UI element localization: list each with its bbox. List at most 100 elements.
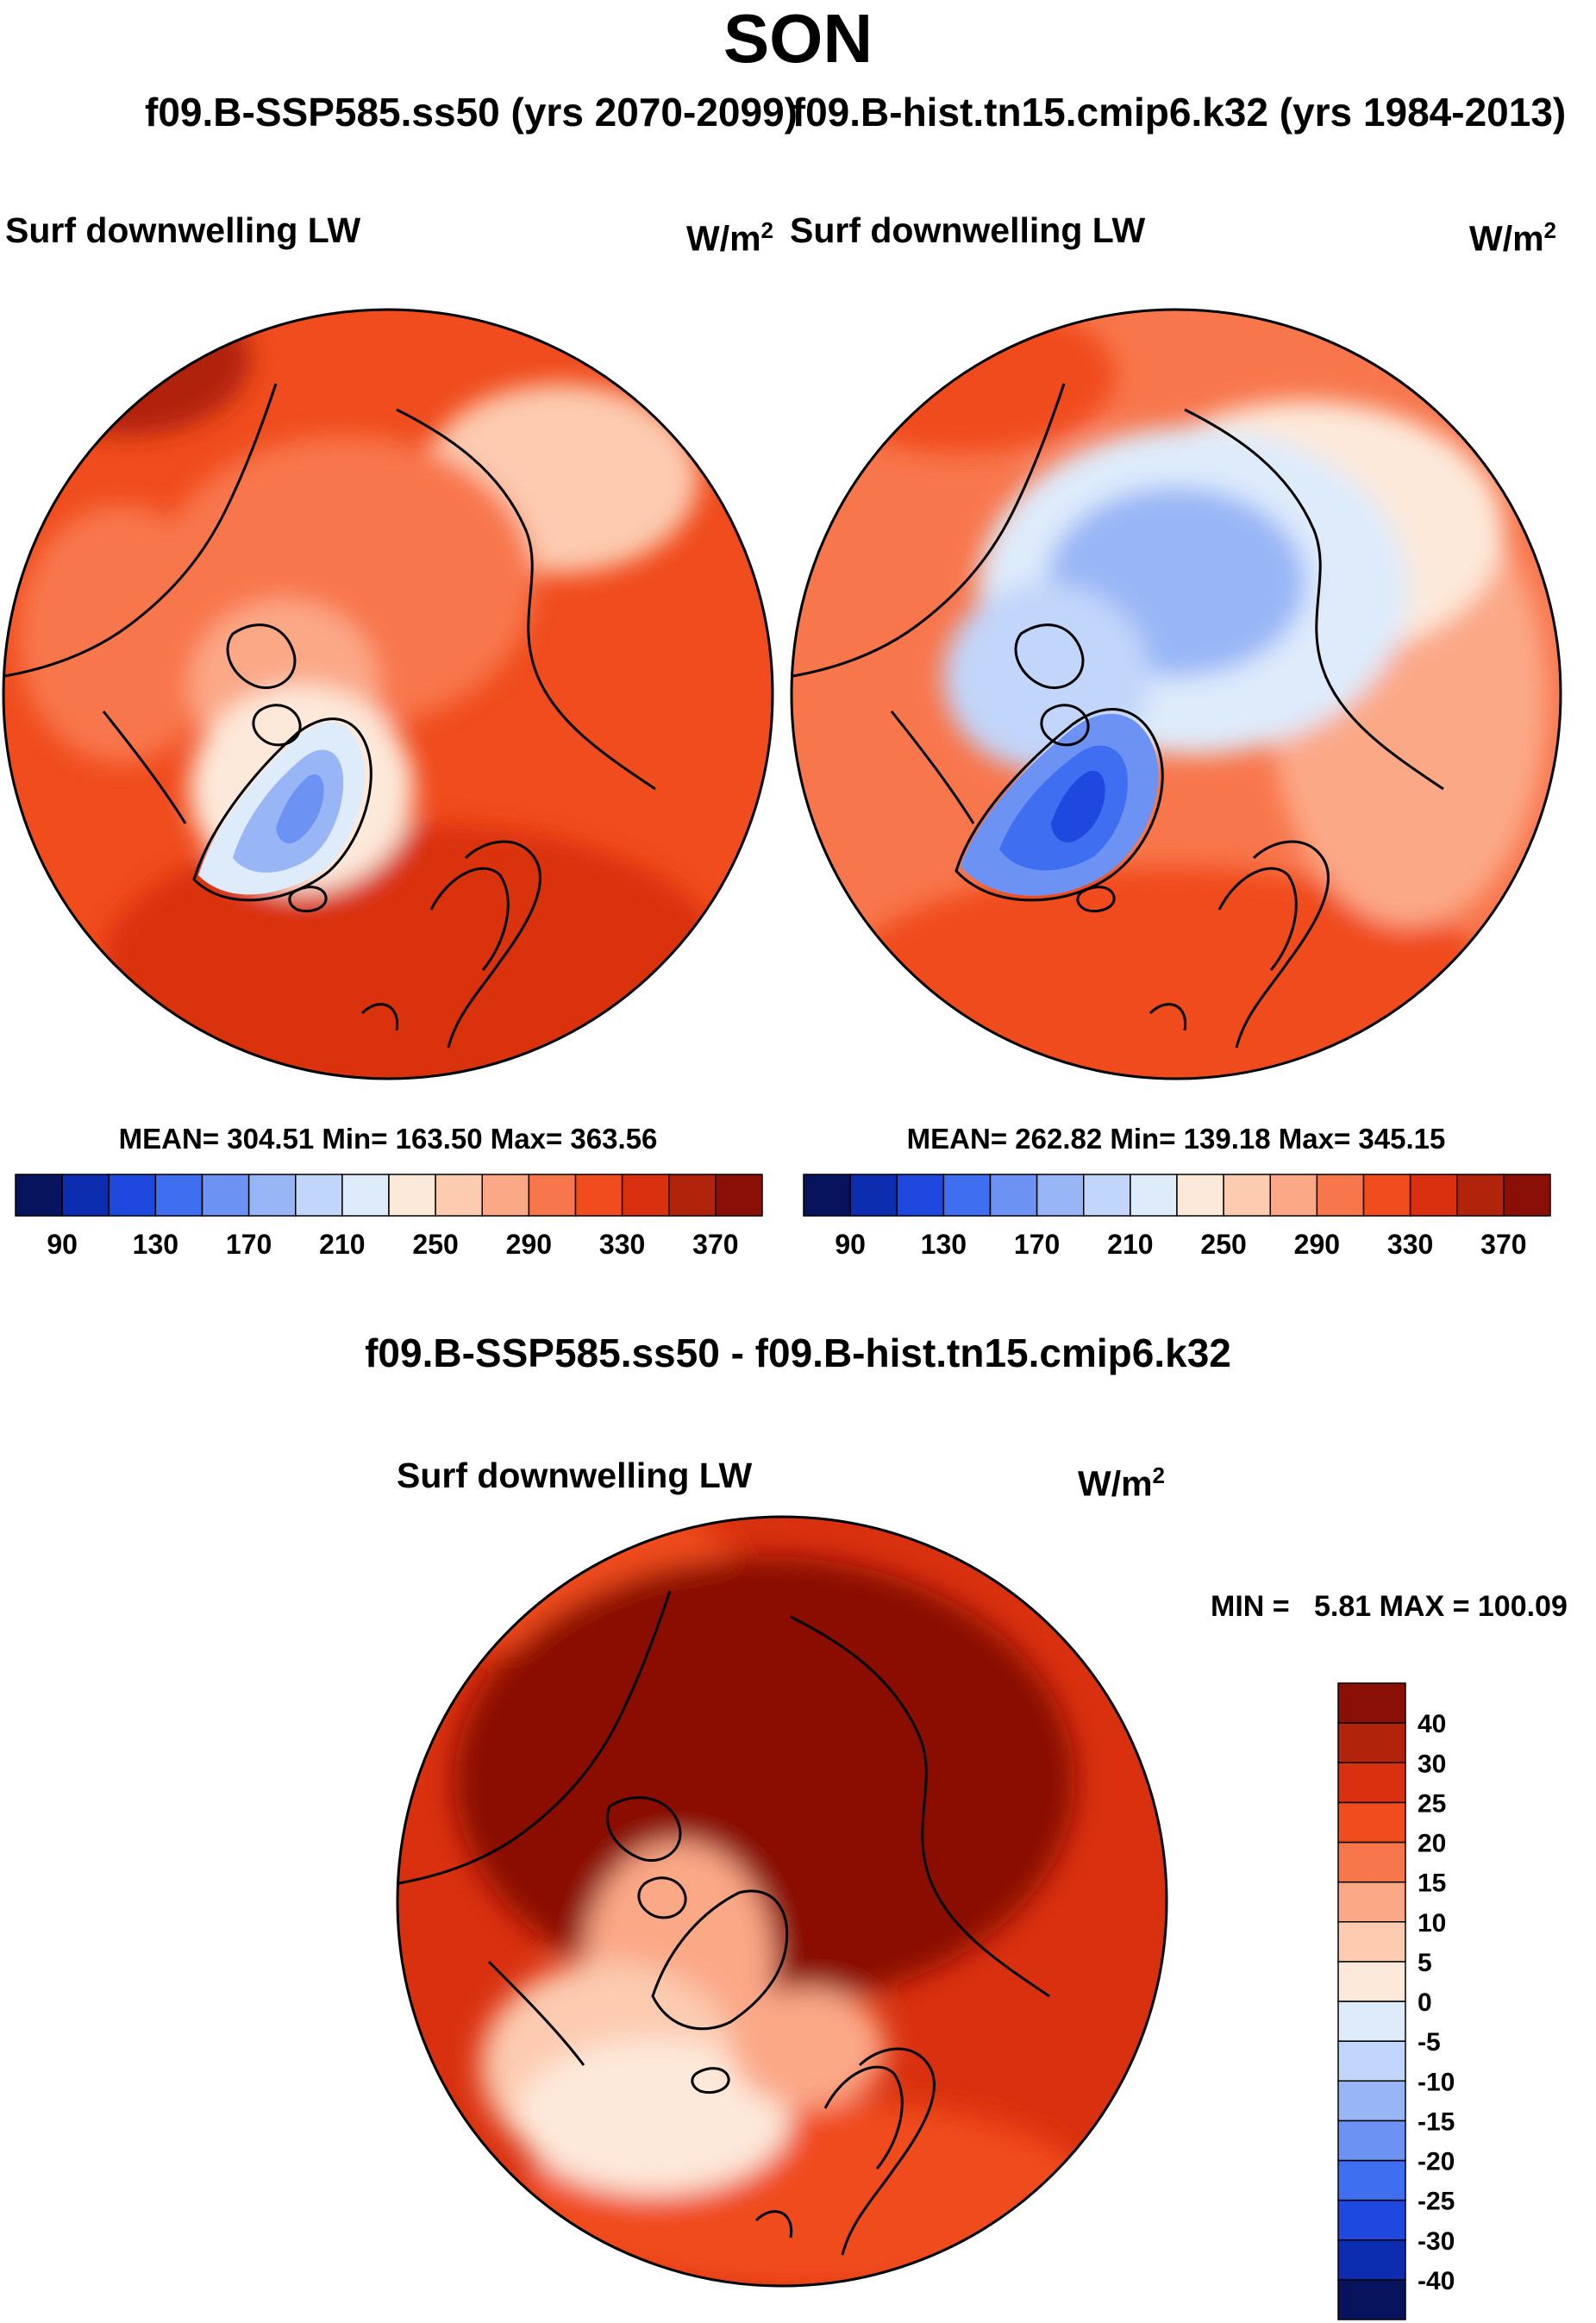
panel1-max-label: Max= xyxy=(490,1123,563,1155)
colorbar-2-swatch-2 xyxy=(896,1174,945,1217)
diff-units: W/m2 xyxy=(1078,1462,1165,1505)
colorbar-3-tick-label: 25 xyxy=(1418,1789,1446,1818)
map1-coastline-greenland xyxy=(192,717,372,902)
colorbar-3-tick-label: 5 xyxy=(1418,1949,1432,1977)
diff-title: f09.B-SSP585.ss50 - f09.B-hist.tn15.cmip… xyxy=(365,1331,1231,1375)
panel2-units: W/m2 xyxy=(1469,217,1556,260)
colorbar-3-swatch-15 xyxy=(1337,1682,1406,1724)
colorbar-2-swatch-7 xyxy=(1130,1174,1178,1217)
colorbar-historical: 90 130 170 210 250 290 330 370 xyxy=(803,1174,1551,1260)
colorbar-1-swatch-0 xyxy=(15,1174,63,1217)
colorbar-3-swatch-5 xyxy=(1337,2080,1406,2122)
map2-coastline-islands xyxy=(1014,623,1090,747)
panel1-units: W/m2 xyxy=(686,217,773,260)
colorbar-1-swatch-3 xyxy=(154,1174,203,1217)
colorbar-2-swatch-0 xyxy=(803,1174,851,1217)
panel2-min: 139.18 xyxy=(1183,1123,1271,1155)
colorbar-3-tick-label: -30 xyxy=(1418,2227,1455,2256)
colorbar-3-swatch-12 xyxy=(1337,1801,1406,1844)
colorbar-1-tick-label: 170 xyxy=(226,1229,272,1260)
colorbar-3-swatch-1 xyxy=(1337,2239,1406,2281)
colorbar-future: 90 130 170 210 250 290 330 370 xyxy=(15,1174,763,1260)
panel1-mean: 304.51 xyxy=(227,1123,315,1155)
map2-coastline-iceland xyxy=(1076,886,1116,913)
colorbar-3-tick-label: -5 xyxy=(1418,2028,1441,2057)
colorbar-3-swatch-9 xyxy=(1337,1921,1406,1963)
colorbar-1-swatch-10 xyxy=(481,1174,530,1217)
map3-coastline-eurasia xyxy=(790,1615,1050,2256)
map-historical xyxy=(790,308,1562,1080)
colorbar-2-swatch-12 xyxy=(1362,1174,1411,1217)
colorbar-2-tick-label: 370 xyxy=(1480,1229,1526,1260)
colorbar-1-swatch-5 xyxy=(247,1174,297,1217)
map1-coastline-scandinavia xyxy=(360,867,510,1031)
colorbar-2-swatch-14 xyxy=(1456,1174,1505,1217)
colorbar-3-swatch-2 xyxy=(1337,2199,1406,2241)
map1-coastline-iceland xyxy=(288,886,328,913)
map2-coastline-greenland xyxy=(954,708,1164,902)
colorbar-1-swatch-7 xyxy=(341,1174,390,1217)
colorbar-2-swatch-8 xyxy=(1176,1174,1224,1217)
colorbar-3-swatch-6 xyxy=(1337,2040,1406,2082)
map1-coastline-eurasia xyxy=(396,408,656,1049)
colorbar-2-swatch-13 xyxy=(1409,1174,1458,1217)
colorbar-3-swatch-0 xyxy=(1337,2279,1406,2320)
panel2-stats: MEAN= 262.82 Min= 139.18 Max= 345.15 xyxy=(788,1123,1564,1155)
map3-coastline-canada xyxy=(397,1590,672,2066)
panel2-mean-label: MEAN= xyxy=(906,1123,1008,1155)
colorbar-2-tick-label: 330 xyxy=(1387,1229,1433,1260)
colorbar-1-tick-label: 330 xyxy=(599,1229,645,1260)
map1-coastline-islands xyxy=(226,623,302,747)
panel1-mean-label: MEAN= xyxy=(118,1123,220,1155)
map1-coastline-canada xyxy=(3,383,278,824)
map1-canada-mid xyxy=(17,504,224,763)
panel2-units-sup: 2 xyxy=(1543,217,1557,243)
colorbar-2-swatch-10 xyxy=(1269,1174,1318,1217)
colorbar-1-swatch-11 xyxy=(528,1174,577,1217)
panel1-units-sup: 2 xyxy=(760,217,774,243)
map2-greenland-core xyxy=(1051,770,1105,842)
colorbar-1-swatch-14 xyxy=(668,1174,717,1217)
colorbar-3-swatch-10 xyxy=(1337,1881,1406,1923)
subtitle-right: f09.B-hist.tn15.cmip6.k32 (yrs 1984-2013… xyxy=(792,90,1567,135)
diff-variable: Surf downwelling LW xyxy=(397,1456,753,1495)
colorbar-2-swatch-11 xyxy=(1316,1174,1365,1217)
map3-coastline-iceland xyxy=(691,2067,730,2094)
colorbar-2-swatch-1 xyxy=(849,1174,898,1217)
colorbar-3-swatch-7 xyxy=(1337,2001,1406,2042)
colorbar-3-tick-label: 0 xyxy=(1418,1988,1432,2017)
colorbar-2-swatch-3 xyxy=(942,1174,992,1217)
colorbar-2-swatch-15 xyxy=(1503,1174,1551,1217)
map3-coastline-scandinavia xyxy=(754,2065,904,2238)
colorbar-2-tick-label: 130 xyxy=(921,1229,967,1260)
colorbar-3-tick-label: -25 xyxy=(1418,2188,1455,2216)
colorbar-1-swatch-13 xyxy=(621,1174,670,1217)
colorbar-3-swatch-11 xyxy=(1337,1841,1406,1883)
colorbar-2-tick-label: 170 xyxy=(1014,1229,1060,1260)
colorbar-1-tick-label: 370 xyxy=(692,1229,738,1260)
colorbar-1-swatch-15 xyxy=(715,1174,763,1217)
panel2-max: 345.15 xyxy=(1358,1123,1446,1155)
colorbar-1-tick-label: 210 xyxy=(319,1229,365,1260)
panel1-min: 163.50 xyxy=(395,1123,483,1155)
colorbar-3-swatch-14 xyxy=(1337,1722,1406,1763)
map3-coastline-greenland xyxy=(651,1889,789,2031)
panel2-max-label: Max= xyxy=(1278,1123,1351,1155)
map3-frame xyxy=(396,1515,1168,2288)
map-difference xyxy=(396,1515,1168,2288)
colorbar-1-swatch-8 xyxy=(388,1174,436,1217)
colorbar-3-tick-label: 30 xyxy=(1418,1750,1446,1778)
diff-minmax: MIN = 5.81 MAX = 100.09 xyxy=(1211,1590,1568,1623)
colorbar-3-tick-label: -15 xyxy=(1418,2107,1455,2136)
panel2-min-label: Min= xyxy=(1110,1123,1176,1155)
map1-frame xyxy=(2,308,774,1080)
diff-units-text: W/m xyxy=(1078,1463,1153,1504)
colorbar-3-tick-label: -40 xyxy=(1418,2267,1455,2295)
panel2-mean: 262.82 xyxy=(1015,1123,1103,1155)
colorbar-1-swatch-12 xyxy=(574,1174,623,1217)
colorbar-1-tick-label: 90 xyxy=(47,1229,78,1260)
colorbar-3-tick-label: 20 xyxy=(1418,1830,1446,1858)
panel2-units-text: W/m xyxy=(1469,218,1544,259)
colorbar-2-tick-label: 290 xyxy=(1294,1229,1340,1260)
colorbar-1-tick-label: 250 xyxy=(412,1229,458,1260)
